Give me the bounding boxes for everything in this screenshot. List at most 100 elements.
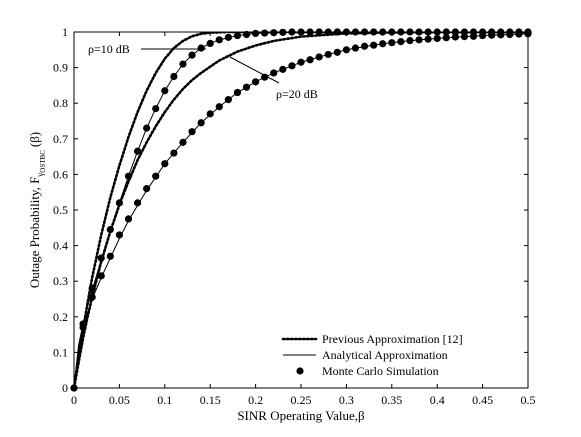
- monte-carlo-point-rho-20: [379, 40, 387, 48]
- monte-carlo-point-rho-20: [306, 56, 314, 64]
- y-tick-label: 0.7: [53, 132, 68, 146]
- monte-carlo-point-rho-20: [88, 293, 96, 301]
- monte-carlo-point-rho-10: [188, 51, 196, 59]
- x-tick-label: 0.45: [472, 393, 493, 407]
- legend-label-analytical: Analytical Approximation: [322, 348, 448, 362]
- y-axis-label: Outage Probability, FγOSTBC (β): [27, 132, 47, 288]
- monte-carlo-point-rho-10: [161, 87, 169, 95]
- monte-carlo-point-rho-20: [506, 30, 514, 39]
- monte-carlo-point-rho-20: [469, 32, 478, 40]
- monte-carlo-point-rho-20: [460, 33, 469, 41]
- legend-item-monte-carlo: Monte Carlo Simulation: [296, 364, 439, 378]
- monte-carlo-point-rho-20: [115, 231, 123, 239]
- y-tick-label: 0.9: [53, 61, 68, 75]
- monte-carlo-point-rho-20: [388, 39, 396, 47]
- monte-carlo-point-rho-20: [224, 96, 232, 104]
- y-tick-label: 0.1: [53, 345, 68, 359]
- monte-carlo-point-rho-10: [115, 199, 123, 207]
- monte-carlo-point-rho-10: [179, 60, 187, 68]
- x-tick-label: 0.35: [381, 393, 402, 407]
- x-tick-label: 0: [71, 393, 77, 407]
- monte-carlo-point-rho-20: [406, 36, 414, 45]
- y-tick-label: 0.5: [53, 203, 68, 217]
- monte-carlo-point-rho-20: [360, 42, 369, 50]
- monte-carlo-point-rho-20: [451, 33, 459, 41]
- monte-carlo-point-rho-20: [106, 252, 114, 260]
- monte-carlo-point-rho-20: [161, 160, 169, 168]
- monte-carlo-point-rho-20: [124, 215, 133, 223]
- monte-carlo-point-rho-10: [170, 72, 178, 81]
- y-axis-label-sub-sub: OSTBC: [39, 150, 47, 173]
- monte-carlo-point-rho-20: [279, 65, 287, 73]
- x-tick-label: 0.25: [291, 393, 312, 407]
- x-tick-label: 0.15: [200, 393, 221, 407]
- y-axis-label-suffix: (β): [27, 132, 42, 147]
- monte-carlo-point-rho-20: [315, 53, 323, 61]
- y-tick-label: 1: [62, 25, 68, 39]
- monte-carlo-point-rho-20: [397, 38, 405, 46]
- monte-carlo-point-rho-10: [215, 36, 223, 44]
- y-tick-label: 0.2: [53, 310, 68, 324]
- monte-carlo-point-rho-20: [206, 110, 214, 118]
- y-axis-label-prefix: Outage Probability, F: [27, 177, 42, 288]
- previous-approximation-line-rho-10: [74, 32, 528, 388]
- legend-label-previous: Previous Approximation [12]: [322, 332, 463, 346]
- x-axis-label-text: SINR Operating Value,: [237, 408, 358, 423]
- legend: Previous Approximation [12] Analytical A…: [281, 332, 463, 378]
- monte-carlo-point-rho-20: [215, 103, 223, 111]
- monte-carlo-point-rho-10: [242, 30, 251, 39]
- monte-carlo-point-rho-20: [333, 48, 341, 56]
- tick-layer: 0 0.05 0.1 0.15 0.2 0.25 0.3 0.35 0.4 0.45 0.5 0 0.1…: [53, 25, 536, 407]
- monte-carlo-point-rho-10: [124, 172, 133, 180]
- monte-carlo-point-rho-20: [442, 34, 450, 42]
- x-axis-label: SINR Operating Value,β: [237, 408, 365, 423]
- legend-swatch-marker: [296, 367, 304, 375]
- monte-carlo-point-rho-10: [197, 44, 205, 52]
- monte-carlo-point-rho-20: [324, 50, 332, 59]
- y-tick-label: 0.4: [53, 239, 68, 253]
- analytical-approximation-line-rho-10: [74, 32, 528, 388]
- y-tick-label: 0.8: [53, 96, 68, 110]
- x-axis-label-symbol: β: [358, 408, 365, 423]
- monte-carlo-point-rho-20: [97, 272, 105, 280]
- monte-carlo-point-rho-10: [270, 29, 278, 37]
- monte-carlo-point-rho-10: [143, 124, 151, 132]
- monte-carlo-point-rho-20: [270, 69, 278, 77]
- monte-carlo-point-rho-20: [288, 62, 296, 70]
- legend-item-previous: Previous Approximation [12]: [281, 332, 463, 346]
- monte-carlo-point-rho-20: [497, 31, 505, 39]
- monte-carlo-point-rho-20: [197, 119, 205, 127]
- x-tick-label: 0.2: [248, 393, 263, 407]
- annotation-rho-10: ρ=10 dB: [88, 42, 206, 56]
- monte-carlo-point-rho-20: [370, 41, 378, 49]
- monte-carlo-point-rho-20: [133, 199, 142, 207]
- monte-carlo-point-rho-20: [351, 44, 360, 52]
- x-tick-label: 0.3: [339, 393, 354, 407]
- monte-carlo-point-rho-20: [233, 88, 242, 97]
- monte-carlo-point-rho-10: [97, 254, 105, 262]
- monte-carlo-point-rho-20: [79, 323, 87, 332]
- y-tick-label: 0.6: [53, 167, 68, 181]
- monte-carlo-point-rho-20: [242, 83, 251, 91]
- x-tick-label: 0.4: [430, 393, 445, 407]
- monte-carlo-point-rho-20: [342, 46, 350, 54]
- annotation-rho-20-arrow: [229, 56, 280, 84]
- monte-carlo-point-rho-10: [152, 104, 160, 113]
- annotation-rho-20: ρ=20 dB: [229, 56, 318, 101]
- monte-carlo-point-rho-20: [170, 149, 178, 157]
- legend-label-monte-carlo: Monte Carlo Simulation: [322, 364, 439, 378]
- monte-carlo-point-rho-20: [179, 138, 187, 146]
- legend-item-analytical: Analytical Approximation: [283, 348, 448, 362]
- monte-carlo-point-rho-20: [488, 31, 496, 39]
- monte-carlo-point-rho-10: [233, 31, 242, 40]
- annotation-rho-10-label: ρ=10 dB: [88, 42, 130, 56]
- y-tick-label: 0.3: [53, 274, 68, 288]
- monte-carlo-point-rho-20: [252, 78, 260, 86]
- monte-carlo-point-rho-10: [224, 33, 232, 41]
- marker-layer: [70, 28, 532, 392]
- monte-carlo-point-rho-10: [106, 225, 114, 234]
- monte-carlo-point-rho-20: [424, 35, 432, 43]
- monte-carlo-point-rho-10: [133, 147, 142, 155]
- y-tick-label: 0: [62, 381, 68, 395]
